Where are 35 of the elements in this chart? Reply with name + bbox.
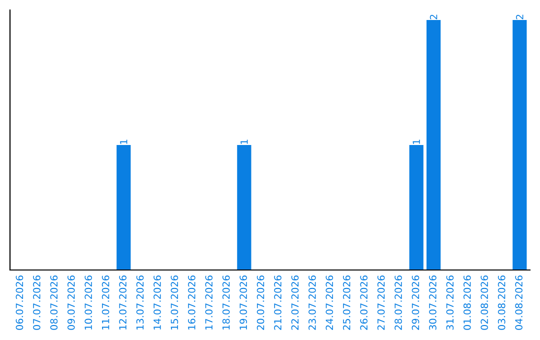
x-tick-label: 14.07.2026	[154, 275, 161, 330]
x-tick-label: 27.07.2026	[377, 275, 385, 330]
x-tick-label: 11.07.2026	[102, 275, 110, 330]
x-tick-label: 19.07.2026	[240, 275, 247, 330]
x-tick-label: 29.07.2026	[412, 275, 420, 330]
x-tick-label: 23.07.2026	[308, 275, 316, 330]
x-tick-label: 07.07.2026	[33, 275, 40, 330]
x-tick-label: 21.07.2026	[274, 275, 282, 330]
data-label: 2	[516, 14, 524, 20]
data-label: 2	[430, 14, 438, 20]
x-tick-label: 12.07.2026	[119, 275, 126, 330]
x-tick-label: 16.07.2026	[188, 275, 196, 330]
data-label: 1	[240, 140, 248, 144]
x-tick-label: 31.07.2026	[446, 275, 454, 330]
x-tick-label: 15.07.2026	[170, 275, 178, 330]
x-tick-label: 17.07.2026	[205, 275, 213, 330]
x-tick-label: 10.07.2026	[84, 275, 92, 330]
x-tick-label: 22.07.2026	[291, 275, 299, 330]
x-tick-label: 01.08.2026	[463, 275, 471, 330]
x-tick-label: 20.07.2026	[256, 275, 264, 330]
x-tick-label: 25.07.2026	[342, 275, 350, 330]
x-tick-label: 30.07.2026	[429, 275, 436, 330]
x-tick-label: 02.08.2026	[480, 275, 488, 330]
x-tick-label: 18.07.2026	[222, 275, 230, 330]
x-tick-label: 08.07.2026	[50, 275, 58, 330]
x-tick-label: 06.07.2026	[16, 275, 24, 330]
x-tick-label: 24.07.2026	[326, 275, 334, 330]
data-label: 1	[412, 140, 420, 144]
x-tick-label: 09.07.2026	[67, 275, 75, 330]
x-tick-label: 13.07.2026	[136, 275, 144, 330]
x-tick-label: 26.07.2026	[360, 275, 368, 330]
data-label: 1	[120, 140, 128, 144]
x-tick-label: 04.08.2026	[515, 275, 522, 330]
x-tick-label: 03.08.2026	[498, 275, 506, 330]
x-tick-label: 28.07.2026	[394, 275, 402, 330]
